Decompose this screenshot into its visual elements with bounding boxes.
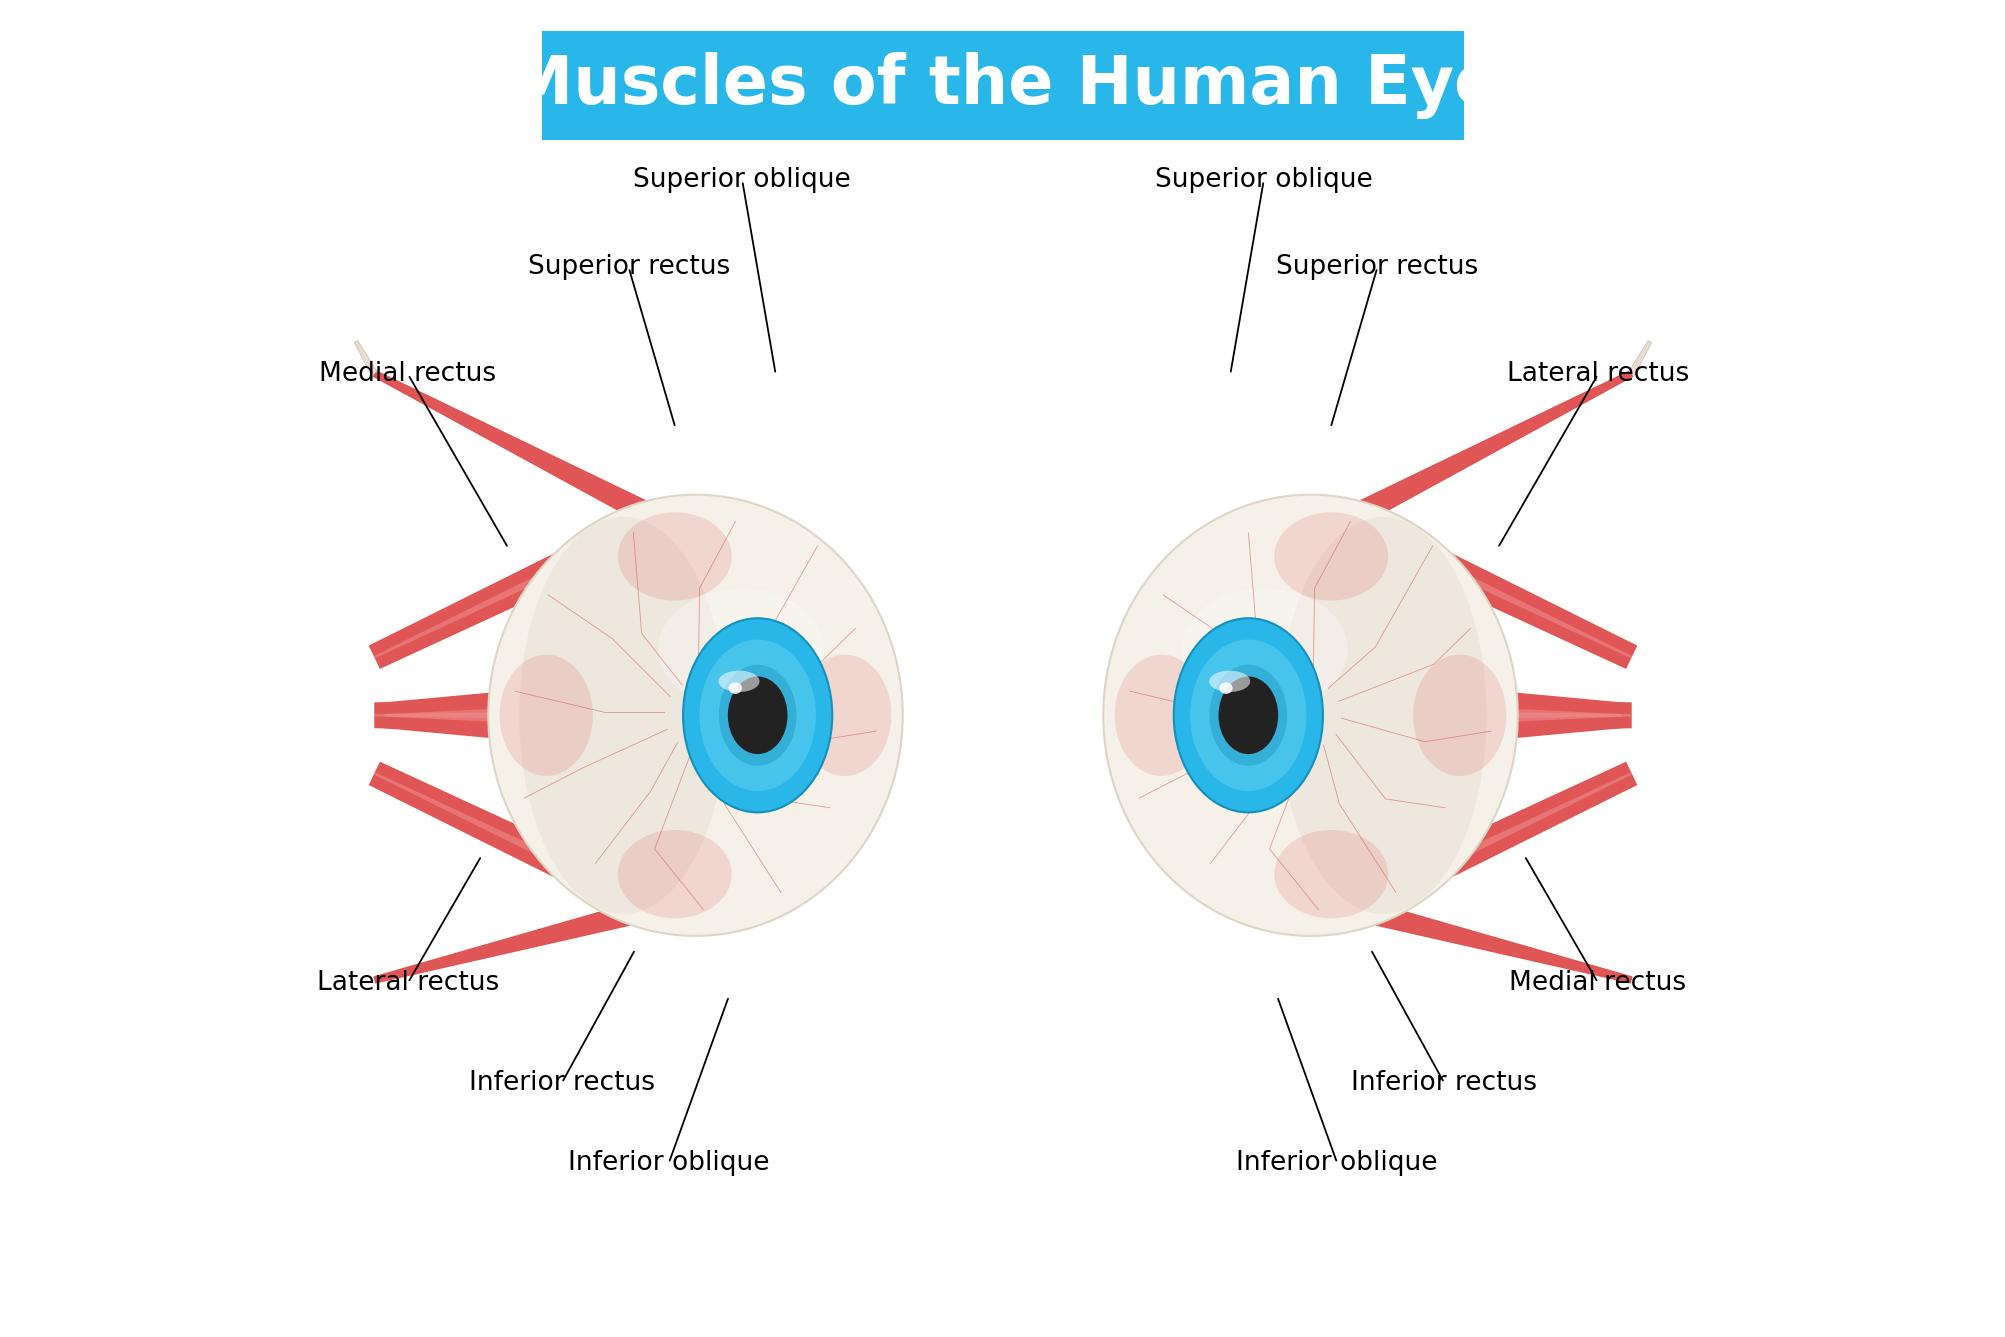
Ellipse shape (1173, 618, 1321, 813)
Polygon shape (1127, 690, 1630, 741)
Polygon shape (369, 505, 666, 668)
Polygon shape (1339, 762, 1636, 925)
Polygon shape (375, 690, 878, 741)
Polygon shape (1325, 370, 1632, 539)
Polygon shape (1327, 890, 1632, 984)
Ellipse shape (487, 495, 902, 936)
Ellipse shape (618, 830, 732, 919)
Ellipse shape (1189, 639, 1305, 792)
Ellipse shape (1219, 682, 1231, 694)
Ellipse shape (1209, 671, 1249, 693)
Ellipse shape (1115, 655, 1207, 775)
Text: Lateral rectus: Lateral rectus (1506, 361, 1688, 388)
Text: Medial rectus: Medial rectus (319, 361, 497, 388)
Polygon shape (355, 341, 377, 374)
Polygon shape (375, 707, 878, 723)
Text: Inferior rectus: Inferior rectus (469, 1070, 654, 1096)
Text: Superior rectus: Superior rectus (1275, 254, 1478, 281)
Ellipse shape (1209, 664, 1287, 766)
Polygon shape (1492, 707, 1620, 723)
Polygon shape (1127, 707, 1630, 723)
Ellipse shape (728, 682, 742, 694)
Text: Inferior oblique: Inferior oblique (1235, 1150, 1438, 1177)
Text: Superior rectus: Superior rectus (527, 254, 730, 281)
Ellipse shape (718, 664, 796, 766)
Text: Superior oblique: Superior oblique (1155, 167, 1371, 194)
Ellipse shape (499, 655, 593, 775)
Polygon shape (373, 370, 680, 539)
Ellipse shape (1103, 495, 1518, 936)
Ellipse shape (798, 655, 890, 775)
Ellipse shape (1412, 655, 1506, 775)
Polygon shape (1492, 690, 1620, 741)
Text: Superior oblique: Superior oblique (634, 167, 850, 194)
Ellipse shape (684, 618, 832, 813)
Polygon shape (385, 690, 513, 741)
Ellipse shape (1181, 588, 1347, 710)
Polygon shape (373, 773, 660, 915)
Polygon shape (373, 516, 660, 658)
FancyBboxPatch shape (541, 31, 1464, 140)
Ellipse shape (1279, 516, 1486, 915)
Text: Inferior oblique: Inferior oblique (567, 1150, 770, 1177)
Ellipse shape (519, 516, 726, 915)
Polygon shape (1345, 773, 1632, 915)
Ellipse shape (658, 588, 824, 710)
Ellipse shape (700, 639, 816, 792)
Text: Inferior rectus: Inferior rectus (1351, 1070, 1536, 1096)
Ellipse shape (618, 512, 732, 600)
Ellipse shape (1217, 677, 1277, 754)
Polygon shape (1339, 505, 1636, 668)
Ellipse shape (728, 677, 788, 754)
Text: Lateral rectus: Lateral rectus (317, 969, 499, 996)
Ellipse shape (718, 671, 760, 693)
Polygon shape (1628, 341, 1650, 374)
Text: Muscles of the Human Eye: Muscles of the Human Eye (507, 52, 1498, 119)
Text: Medial rectus: Medial rectus (1508, 969, 1686, 996)
Ellipse shape (1273, 830, 1387, 919)
Polygon shape (369, 762, 666, 925)
Ellipse shape (1273, 512, 1387, 600)
Polygon shape (1345, 516, 1632, 658)
Polygon shape (373, 890, 678, 984)
Polygon shape (385, 707, 513, 723)
